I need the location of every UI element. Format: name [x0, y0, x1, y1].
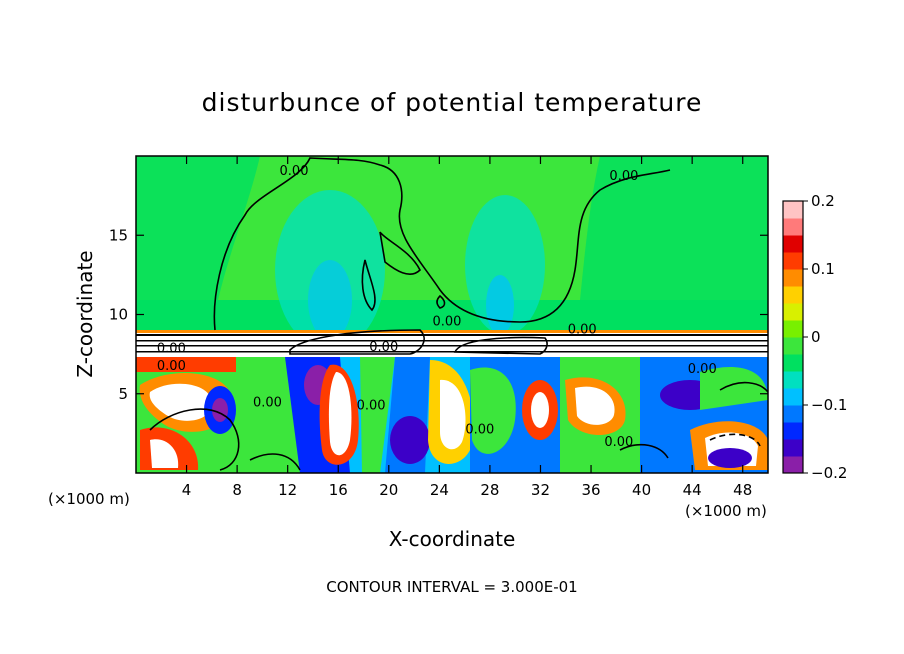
turbulent-patch	[149, 383, 213, 421]
colorbar-tick-label: 0.2	[811, 192, 835, 210]
boundary-band-line	[136, 345, 768, 347]
turbulent-patch	[360, 357, 395, 473]
colorbar-swatch	[783, 218, 803, 236]
x-unit-left: (×1000 m)	[48, 490, 130, 508]
zero-contour	[149, 408, 240, 471]
x-axis-label: X-coordinate	[389, 527, 516, 551]
contour-label: 0.00	[432, 315, 461, 330]
contour-label: 0.00	[465, 422, 494, 437]
colorbar-swatch	[783, 303, 803, 321]
turbulent-patch	[150, 439, 179, 468]
x-tick-label: 28	[480, 481, 499, 499]
y-axis: 5 10 15	[109, 226, 768, 403]
boundary-band-edge	[136, 330, 768, 333]
colorbar-swatch	[783, 337, 803, 355]
contour-label: 0.00	[157, 359, 186, 374]
cyan-plume	[486, 275, 514, 335]
colorbar-tick-label: −0.1	[811, 396, 847, 414]
zero-contour	[719, 381, 768, 393]
turbulent-patch	[531, 392, 549, 428]
contour-label: 0.00	[357, 399, 386, 414]
contour-label: 0.00	[609, 169, 638, 184]
upper-field-patch	[580, 156, 768, 300]
turbulent-patch	[708, 448, 752, 468]
colorbar-swatch	[783, 354, 803, 372]
x-tick-label: 16	[329, 481, 348, 499]
x-tick-label: 12	[278, 481, 297, 499]
y-tick-label: 5	[118, 385, 128, 403]
zero-contour	[361, 259, 376, 312]
zero-contour	[379, 231, 421, 275]
contour-label: 0.00	[688, 362, 717, 377]
contour-lines	[149, 157, 768, 471]
turbulent-patch	[136, 357, 236, 372]
colorbar-swatch	[783, 320, 803, 338]
turbulent-patch	[440, 379, 466, 450]
colorbar-swatch	[783, 388, 803, 406]
zero-contour	[436, 294, 446, 309]
boundary-band-line	[136, 351, 768, 353]
x-tick-label: 8	[232, 481, 242, 499]
y-axis-label: Z-coordinate	[73, 250, 97, 377]
colorbar-tick-label: 0.1	[811, 260, 835, 278]
x-axis: 4 8 12 16 20 24 28 32 36 40 44 48	[182, 156, 752, 499]
contour-label: 0.00	[604, 435, 633, 450]
colorbar-swatch	[783, 201, 803, 219]
cyan-plume	[308, 260, 352, 340]
colorbar-tick-label: 0	[811, 328, 821, 346]
boundary-band-line	[136, 334, 768, 336]
colorbar-swatch	[783, 439, 803, 457]
zero-contour	[289, 329, 425, 355]
cyan-plume	[465, 195, 545, 335]
x-tick-label: 32	[531, 481, 550, 499]
x-tick-label: 44	[683, 481, 702, 499]
colorbar-swatch	[783, 286, 803, 304]
x-tick-label: 4	[182, 481, 192, 499]
negative-contour	[709, 433, 761, 447]
turbulent-patch	[328, 372, 352, 456]
contour-labels: 0.00 0.00 0.00 0.00 0.00 0.00 0.00 0.00 0.00 0.00…	[157, 164, 717, 450]
colorbar-swatch	[783, 269, 803, 287]
colorbar-swatch	[783, 422, 803, 440]
colorbar-swatch	[783, 235, 803, 253]
contour-label: 0.00	[568, 323, 597, 338]
y-tick-label: 10	[109, 306, 128, 324]
colorbar-swatch	[783, 405, 803, 423]
zero-contour	[453, 336, 548, 355]
x-tick-label: 24	[430, 481, 449, 499]
contour-label: 0.00	[253, 395, 282, 410]
contour-label: 0.00	[157, 342, 186, 357]
x-tick-label: 40	[632, 481, 651, 499]
colorbar: 0.2 0.1 0 −0.1 −0.2	[782, 192, 847, 482]
contour-interval-note: CONTOUR INTERVAL = 3.000E-01	[326, 578, 577, 596]
zero-contour	[619, 443, 669, 459]
boundary-band	[136, 332, 768, 357]
colorbar-tick-label: −0.2	[811, 464, 847, 482]
colorbar-swatch	[783, 252, 803, 270]
zero-contour	[213, 157, 671, 331]
contour-label: 0.00	[280, 164, 309, 179]
upper-field-patch	[136, 156, 260, 300]
x-tick-label: 20	[379, 481, 398, 499]
x-tick-label: 48	[733, 481, 752, 499]
x-tick-label: 36	[581, 481, 600, 499]
turbulent-patch	[390, 416, 430, 464]
colorbar-swatch	[783, 456, 803, 474]
zero-contour	[249, 453, 301, 471]
y-tick-label: 15	[109, 226, 128, 244]
contour-label: 0.00	[369, 340, 398, 355]
x-unit-right: (×1000 m)	[685, 502, 767, 520]
colorbar-swatch	[783, 371, 803, 389]
turbulent-patch	[575, 386, 615, 425]
chart-title: disturbunce of potential temperature	[202, 88, 703, 117]
field-plot-area	[136, 156, 768, 473]
boundary-band-line	[136, 340, 768, 342]
turbulent-patch	[700, 367, 768, 410]
turbulent-patch	[470, 367, 516, 454]
